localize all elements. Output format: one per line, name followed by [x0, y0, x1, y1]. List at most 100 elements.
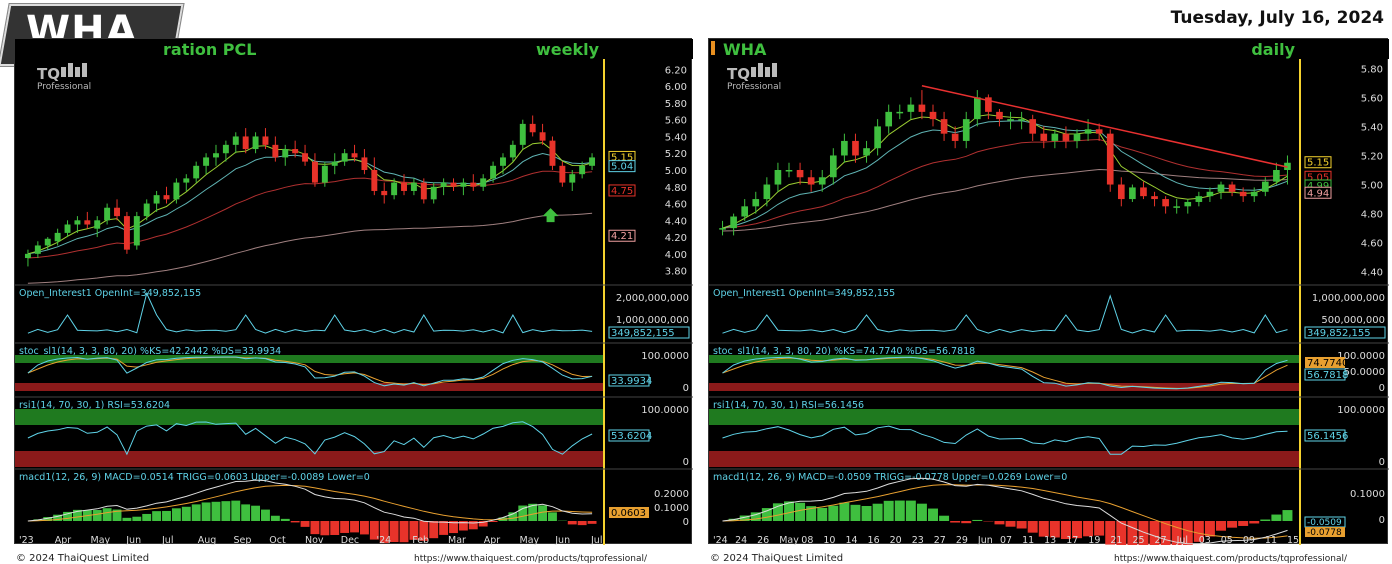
- stoc-tag-box: [608, 374, 650, 387]
- price-tag-label: 5.15: [611, 152, 633, 163]
- candle-body: [962, 119, 970, 141]
- candle-body: [183, 178, 190, 183]
- price-tick-label: 5.60: [1361, 93, 1383, 104]
- moving-average-line: [722, 120, 1288, 229]
- macd-tag-label: -0.0778: [1307, 528, 1342, 538]
- macd-histogram-bar: [548, 512, 557, 521]
- macd-tag-box: [609, 507, 649, 518]
- logo-bars-icon: [75, 67, 80, 77]
- candle-body: [1007, 119, 1014, 121]
- x-axis-label: May: [91, 535, 111, 545]
- macd-histogram-bar: [750, 512, 761, 521]
- candle-body: [549, 140, 556, 166]
- moving-average-line: [27, 152, 593, 255]
- candle-body: [807, 177, 815, 185]
- x-axis-label: Jun: [554, 535, 570, 545]
- stoc-oversold-zone: [15, 383, 603, 391]
- candle-body: [153, 195, 160, 204]
- candle-body: [1184, 201, 1192, 207]
- axis-divider: [603, 59, 605, 545]
- macd-histogram-bar: [928, 508, 938, 521]
- x-axis-label: Sep: [234, 535, 252, 545]
- stoc-tick-label: 100.0000: [641, 351, 689, 362]
- stoc-d-line: [27, 356, 593, 386]
- oi-tick-label: 500,000,000: [1321, 315, 1385, 326]
- stoc-tick-label: 100.0000: [1337, 351, 1385, 362]
- title-bar: [709, 39, 1389, 59]
- candle-body: [589, 157, 596, 166]
- rsi-tick-label: 0: [683, 457, 689, 468]
- macd-histogram-bar: [538, 505, 548, 521]
- stoc-tag-label: 56.7818: [1307, 370, 1348, 381]
- daily-url[interactable]: https://www.thaiquest.com/products/tqpro…: [1114, 554, 1348, 564]
- candle-body: [1206, 191, 1214, 197]
- x-axis-label: 07: [1000, 535, 1012, 545]
- candle-body: [351, 153, 358, 158]
- price-tick-label: 5.40: [1361, 122, 1383, 133]
- macd-histogram-bar: [221, 501, 231, 521]
- logo-subtitle: Professional: [727, 82, 781, 92]
- macd-histogram-bar: [468, 521, 478, 530]
- candle-body: [232, 136, 239, 145]
- candle-body: [907, 104, 915, 112]
- indicator-label: stoc_sl1(14, 3, 3, 80, 20) %KS=74.7740 %…: [713, 346, 975, 357]
- candle-body: [1062, 133, 1070, 141]
- macd-histogram-bar: [508, 512, 518, 521]
- x-axis-label: 16: [868, 535, 880, 545]
- macd-histogram-bar: [587, 521, 597, 524]
- candle-body: [1117, 184, 1125, 200]
- candle-body: [1129, 187, 1136, 200]
- macd-histogram-bar: [419, 521, 429, 541]
- weekly-chart-panel: ration PCL weekly TQ Professional 6.20 6.00 5.…: [14, 38, 693, 546]
- candle-body: [1140, 187, 1147, 197]
- price-tick-label: 4.60: [665, 200, 687, 211]
- candle-body: [450, 182, 457, 187]
- macd-histogram-bar: [1072, 521, 1082, 539]
- macd-histogram-bar: [43, 517, 53, 521]
- candle-body: [440, 182, 447, 187]
- x-axis-label: 26: [757, 535, 769, 545]
- candle-body: [741, 206, 749, 217]
- up-arrow-icon: [542, 208, 559, 223]
- x-axis-label: Jun: [125, 535, 141, 545]
- stoc-d-line: [722, 356, 1288, 389]
- x-axis-label: Jul: [1176, 535, 1188, 545]
- candle-body: [480, 178, 487, 187]
- candle-body: [173, 182, 180, 200]
- moving-average-line: [27, 142, 593, 255]
- rsi-tick-label: 0: [1379, 457, 1385, 468]
- candle-body: [193, 165, 200, 179]
- price-tick-label: 4.20: [665, 233, 687, 244]
- candle-body: [391, 182, 398, 196]
- weekly-url[interactable]: https://www.thaiquest.com/products/tqpro…: [414, 554, 648, 564]
- candle-body: [133, 216, 140, 246]
- macd-line: [722, 477, 1288, 545]
- candle-body: [985, 97, 992, 112]
- price-tick-label: 3.80: [665, 267, 687, 278]
- macd-histogram-bar: [1238, 521, 1249, 526]
- candle-body: [460, 182, 467, 187]
- candle-body: [74, 220, 81, 225]
- macd-histogram-bar: [439, 521, 449, 535]
- macd-histogram-bar: [231, 500, 241, 521]
- rsi-overbought-zone: [709, 409, 1299, 425]
- macd-histogram-bar: [772, 503, 783, 521]
- logo-bars-icon: [765, 67, 770, 77]
- x-axis-label: 27: [934, 535, 946, 545]
- x-axis-label: '23: [19, 535, 34, 545]
- candle-body: [302, 153, 309, 162]
- macd-histogram-bar: [53, 514, 63, 521]
- macd-histogram-bar: [320, 521, 330, 536]
- oi-tag-label: 349,852,155: [1307, 328, 1371, 339]
- report-date: Tuesday, July 16, 2024: [1170, 8, 1384, 28]
- x-axis-label: Feb: [412, 535, 429, 545]
- x-axis-label: Oct: [269, 535, 286, 545]
- candle-body: [490, 165, 497, 179]
- price-tick-label: 5.60: [665, 116, 687, 127]
- stoc-k-line: [27, 356, 593, 387]
- logo-bars-icon: [61, 67, 66, 77]
- macd-histogram-bar: [92, 510, 102, 521]
- macd-histogram-bar: [261, 509, 270, 521]
